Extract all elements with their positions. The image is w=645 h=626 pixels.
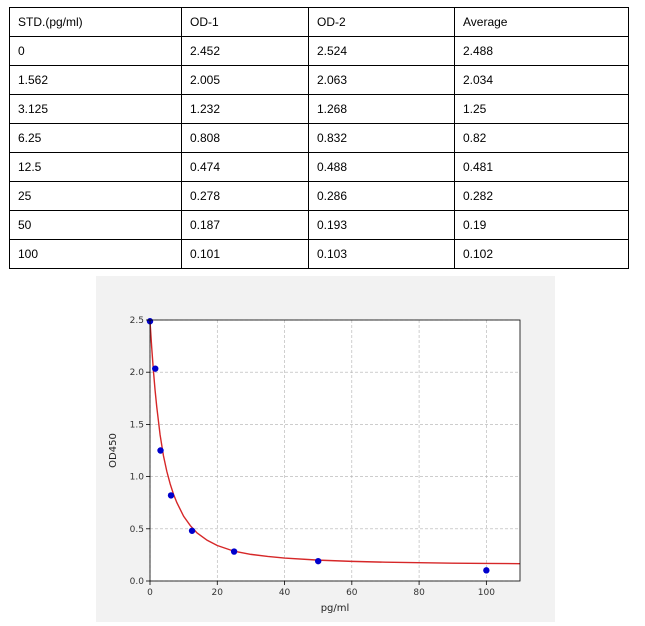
data-point	[152, 365, 159, 372]
table-body: STD.(pg/ml) OD-1 OD-2 Average 0 2.452 2.524 2.4…	[9, 7, 629, 269]
x-axis-title: pg/ml	[321, 603, 350, 614]
table-cell: 0.101	[181, 239, 309, 269]
plot-area	[150, 320, 520, 581]
table-header-cell: OD-2	[308, 7, 455, 37]
table-cell: 0.19	[454, 210, 629, 240]
y-axis-title: OD450	[108, 433, 119, 468]
standard-curve-table: STD.(pg/ml) OD-1 OD-2 Average 0 2.452 2.524 2.4…	[9, 7, 629, 269]
table-cell: 0.282	[454, 181, 629, 211]
table-header-row: STD.(pg/ml) OD-1 OD-2 Average	[9, 7, 629, 37]
table-header-cell: OD-1	[181, 7, 309, 37]
table-cell: 0.193	[308, 210, 455, 240]
table-row: 1.562 2.005 2.063 2.034	[9, 65, 629, 95]
x-tick-label: 60	[346, 588, 358, 598]
table-cell: 25	[9, 181, 182, 211]
data-point	[157, 447, 164, 454]
table-row: 0 2.452 2.524 2.488	[9, 36, 629, 66]
x-tick-label: 100	[478, 588, 495, 598]
table-cell: 0.481	[454, 152, 629, 182]
table-cell: 2.488	[454, 36, 629, 66]
y-tick-label: 2.0	[130, 368, 145, 378]
y-tick-label: 1.5	[130, 420, 144, 430]
table-cell: 0.187	[181, 210, 309, 240]
table-cell: 0.82	[454, 123, 629, 153]
standard-curve-chart: 0 20 40 60 80 100 0.0 0.5 1.0 1.5 2.0 2.5 pg/ml OD450	[108, 316, 521, 614]
table-row: 6.25 0.808 0.832 0.82	[9, 123, 629, 153]
data-point	[167, 492, 175, 499]
table-cell: 1.562	[9, 65, 182, 95]
table-cell: 2.034	[454, 65, 629, 95]
table-cell: 1.25	[454, 94, 629, 124]
table-row: 100 0.101 0.103 0.102	[9, 239, 629, 269]
table-cell: 50	[9, 210, 182, 240]
table-row: 50 0.187 0.193 0.19	[9, 210, 629, 240]
table-cell: 1.232	[181, 94, 309, 124]
x-tick-label: 20	[212, 588, 224, 598]
table-row: 3.125 1.232 1.268 1.25	[9, 94, 629, 124]
table-cell: 2.005	[181, 65, 309, 95]
x-tick-label: 0	[147, 588, 153, 598]
data-point	[230, 548, 238, 555]
table-cell: 6.25	[9, 123, 182, 153]
fit-curve-line	[149, 320, 521, 565]
table-cell: 0.103	[308, 239, 455, 269]
table-row: 25 0.278 0.286 0.282	[9, 181, 629, 211]
data-point	[314, 557, 322, 565]
table-cell: 12.5	[9, 152, 182, 182]
table-cell: 3.125	[9, 94, 182, 124]
table-cell: 0	[9, 36, 182, 66]
table-cell: 0.808	[181, 123, 309, 153]
table-cell: 100	[9, 239, 182, 269]
data-point	[483, 567, 490, 574]
table-cell: 2.524	[308, 36, 455, 66]
table-row: 12.5 0.474 0.488 0.481	[9, 152, 629, 182]
table-cell: 1.268	[308, 94, 455, 124]
table-cell: 2.063	[308, 65, 455, 95]
x-tick-label: 80	[413, 588, 425, 598]
table-cell: 0.102	[454, 239, 629, 269]
y-tick-label: 2.5	[130, 316, 144, 326]
table-cell: 0.832	[308, 123, 455, 153]
table-cell: 0.286	[308, 181, 455, 211]
table-cell: 0.278	[181, 181, 309, 211]
y-tick-label: 0.0	[130, 577, 145, 587]
y-tick-label: 0.5	[130, 525, 144, 535]
data-point	[188, 527, 196, 534]
table-cell: 0.488	[308, 152, 455, 182]
table-header-cell: Average	[454, 7, 629, 37]
y-tick-label: 1.0	[130, 473, 145, 483]
table-header-cell: STD.(pg/ml)	[9, 7, 182, 37]
table-cell: 2.452	[181, 36, 309, 66]
plot-frame	[149, 319, 521, 582]
table-cell: 0.474	[181, 152, 309, 182]
chart-panel: 0 20 40 60 80 100 0.0 0.5 1.0 1.5 2.0 2.5 pg/ml OD450	[96, 276, 555, 622]
x-tick-label: 40	[279, 588, 291, 598]
